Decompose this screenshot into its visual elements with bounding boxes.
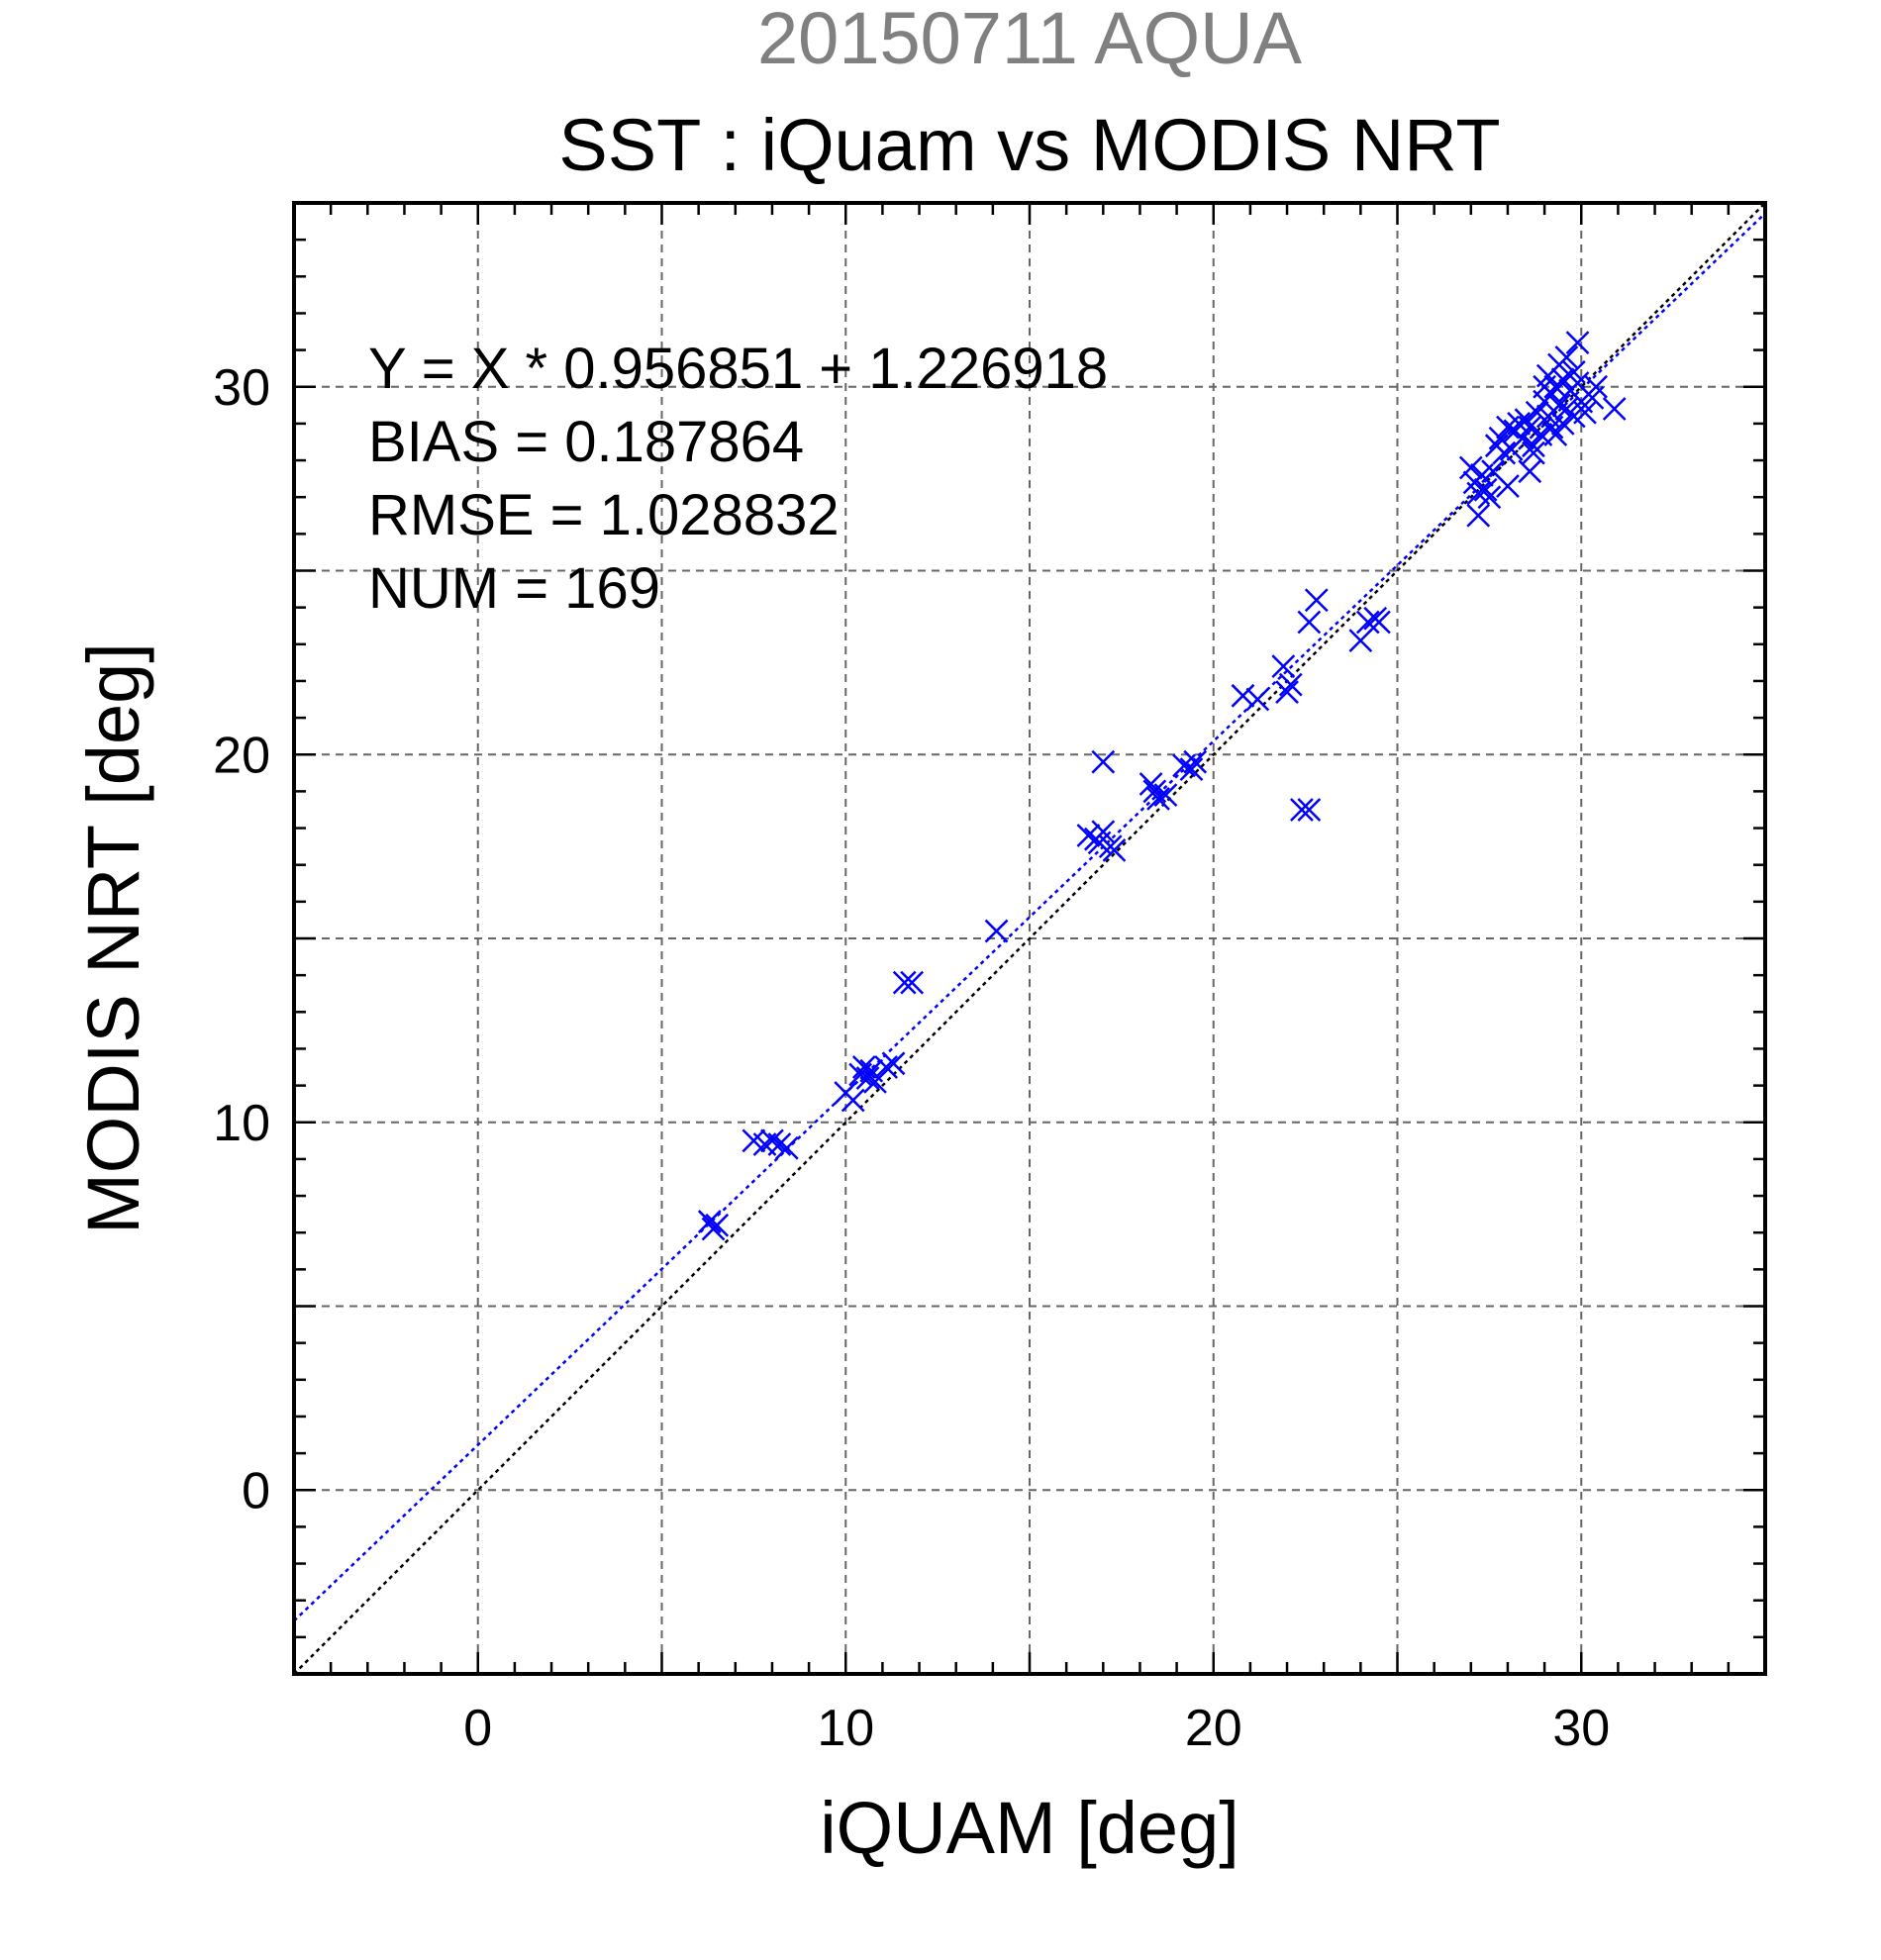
data-point [1142, 779, 1167, 804]
data-point [841, 1088, 865, 1113]
data-point [1076, 824, 1101, 847]
data-point [1355, 610, 1380, 635]
data-point [1091, 749, 1116, 774]
y-axis-label: MODIS NRT [deg] [72, 642, 154, 1234]
chart-title: SST : iQuam vs MODIS NRT [558, 104, 1500, 186]
data-point [1458, 455, 1483, 480]
data-point [1565, 331, 1590, 355]
y-tick-label: 10 [213, 1095, 270, 1152]
data-point [1304, 588, 1329, 613]
reference-lines [293, 202, 1766, 1675]
y-tick-label: 0 [242, 1462, 270, 1519]
data-point [1477, 485, 1502, 510]
data-points [697, 331, 1627, 1241]
data-point [774, 1135, 799, 1160]
stat-rmse: RMSE = 1.028832 [368, 483, 840, 547]
data-point [1550, 367, 1575, 392]
data-point [984, 919, 1009, 943]
plot-frame [292, 201, 1767, 1676]
x-tick-label: 10 [817, 1700, 874, 1757]
stat-regression: Y = X * 0.956851 + 1.226918 [368, 337, 1108, 401]
data-point [1297, 798, 1322, 822]
data-point [1496, 474, 1520, 498]
data-point [859, 1058, 884, 1083]
data-point [1245, 687, 1270, 712]
stat-num: NUM = 169 [368, 556, 660, 621]
x-axis-label: iQUAM [deg] [820, 1787, 1239, 1869]
data-point [892, 970, 917, 995]
data-point [1271, 654, 1296, 678]
x-tick-label: 20 [1185, 1700, 1242, 1757]
data-point [1297, 610, 1322, 635]
chart-date-label: 20150711 AQUA [757, 0, 1303, 79]
data-point [1573, 400, 1597, 425]
data-point [1290, 798, 1314, 822]
data-point [900, 970, 925, 995]
stats-block: Y = X * 0.956851 + 1.226918 BIAS = 0.187… [368, 337, 1108, 621]
x-tick-label: 0 [463, 1700, 492, 1757]
identity-line [293, 202, 1766, 1675]
data-point [1522, 434, 1545, 458]
data-point [1518, 459, 1542, 484]
data-point [851, 1055, 876, 1079]
y-tick-label: 30 [213, 359, 270, 417]
data-point [1275, 680, 1299, 704]
data-point [760, 1128, 784, 1153]
data-point [701, 1217, 726, 1241]
data-point [874, 1055, 898, 1079]
data-point [1533, 374, 1556, 399]
x-tick-labels: 0 10 20 30 [463, 1700, 1610, 1757]
data-point [1102, 837, 1127, 862]
data-point [1348, 629, 1373, 652]
data-point [1543, 423, 1568, 446]
data-point [881, 1051, 906, 1076]
data-point [1146, 786, 1170, 811]
data-point [1473, 477, 1498, 502]
data-point [1602, 397, 1627, 421]
data-point [697, 1210, 722, 1233]
data-point [1087, 831, 1112, 855]
data-point [1183, 749, 1208, 774]
data-point [1138, 772, 1163, 796]
data-point [1179, 757, 1204, 781]
data-point [1367, 610, 1391, 635]
data-point [767, 1132, 792, 1156]
data-point [1492, 441, 1517, 465]
stat-bias: BIAS = 0.187864 [368, 410, 804, 474]
y-tick-label: 20 [213, 727, 270, 784]
data-point [1466, 503, 1491, 528]
data-point [1231, 683, 1255, 708]
data-point [1547, 352, 1571, 377]
data-point [1278, 672, 1303, 697]
data-point [1584, 374, 1608, 399]
data-point [1510, 426, 1534, 450]
data-point [1539, 415, 1564, 440]
data-point [1547, 393, 1571, 418]
y-tick-labels: 0 10 20 30 [213, 359, 270, 1520]
data-point [1522, 441, 1545, 465]
data-point [1518, 415, 1542, 440]
x-tick-label: 30 [1552, 1700, 1610, 1757]
fit-line [293, 212, 1766, 1622]
